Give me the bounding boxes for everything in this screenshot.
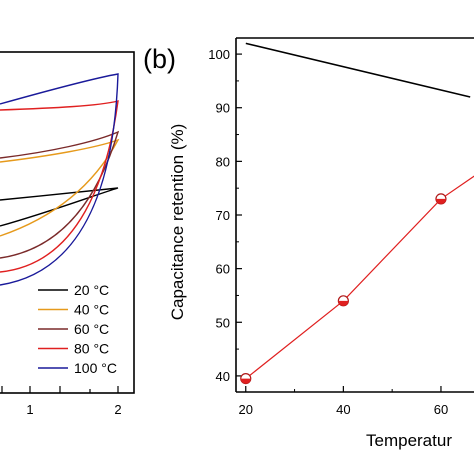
data-point-marker: [435, 193, 447, 205]
panel-b-series: [240, 42, 474, 385]
cv-curve-3: [0, 130, 120, 259]
y-tick-label: 50: [216, 315, 230, 330]
y-axis-title: Capacitance retention (%): [168, 124, 187, 321]
legend-label: 40 °C: [74, 302, 109, 318]
panel-a-x-tick-label: 2: [114, 402, 121, 417]
y-tick-label: 60: [216, 262, 230, 277]
panel-b-label: (b): [143, 44, 176, 74]
panel-a-frame: [0, 51, 135, 394]
data-point-marker: [337, 295, 349, 307]
cv-curve-5: [0, 73, 119, 286]
x-tick-label: 20: [239, 402, 253, 417]
y-tick-label: 80: [216, 154, 230, 169]
x-axis-title: Temperatur: [366, 431, 452, 450]
panel-a-legend: 20 °C 40 °C 60 °C 80 °C 100 °C: [38, 282, 117, 376]
legend-label: 80 °C: [74, 341, 109, 357]
y-tick-label: 70: [216, 208, 230, 223]
cv-curves: [0, 73, 120, 286]
series-line-2: [245, 175, 474, 380]
legend-label: 100 °C: [74, 360, 117, 376]
x-tick-label: 40: [336, 402, 350, 417]
cv-curve-1: [0, 187, 119, 227]
cv-curve-2: [0, 138, 120, 237]
y-tick-label: 90: [216, 101, 230, 116]
panel-b-retention-chart: (b) Capacitance retention (%) Temperatur…: [143, 37, 474, 450]
panel-a-x-tick-label: 1: [26, 402, 33, 417]
panel-b-axes: 40 50 60 70 80 90 100 20 40 60: [208, 37, 474, 417]
legend-label: 20 °C: [74, 282, 109, 298]
data-point-marker: [240, 372, 252, 385]
series-line-1: [245, 42, 471, 98]
x-tick-label: 60: [434, 402, 448, 417]
y-tick-label: 100: [208, 47, 230, 62]
legend-label: 60 °C: [74, 321, 109, 337]
y-tick-label: 40: [216, 369, 230, 384]
